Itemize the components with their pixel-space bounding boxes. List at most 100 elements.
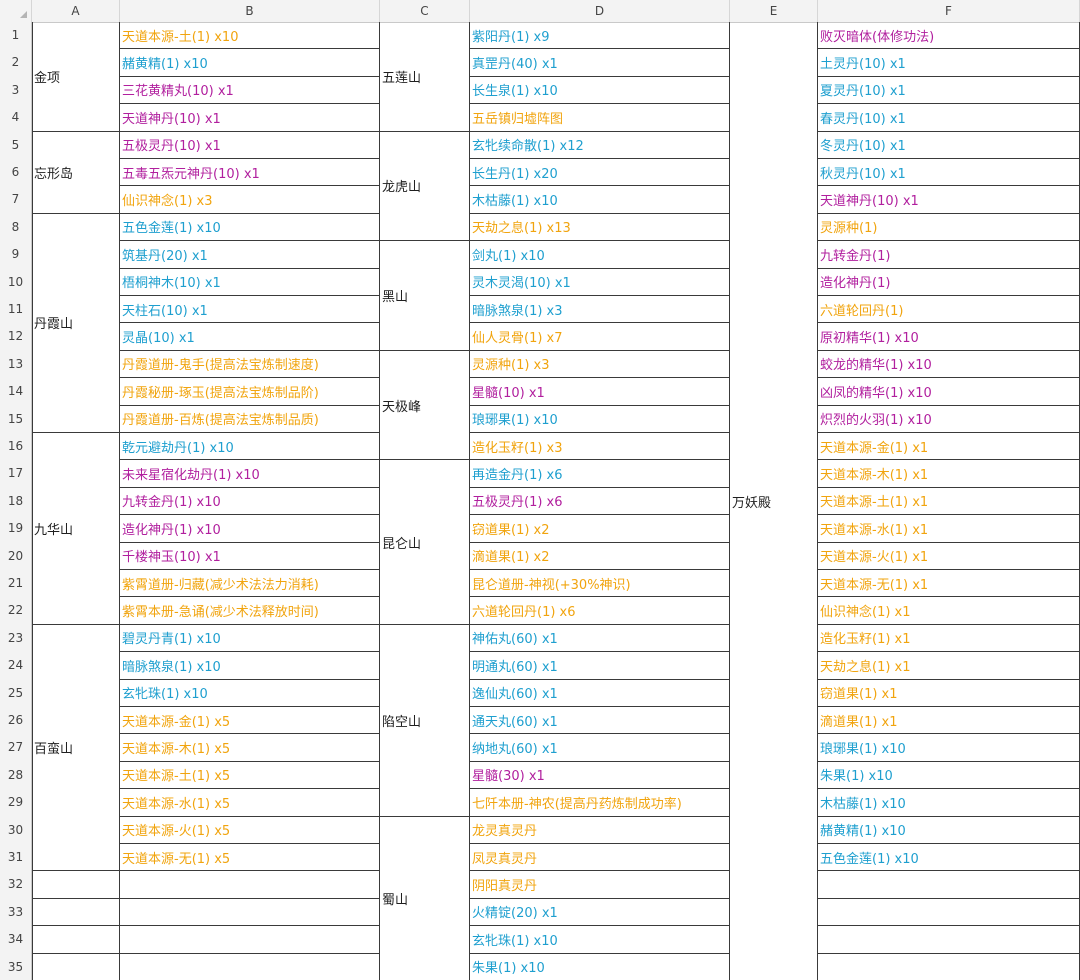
column-header-a[interactable]: A [32,0,120,22]
cell-f7[interactable]: 天道神丹(10) x1 [818,186,1080,214]
cell-f1[interactable]: 败灭暗体(体修功法) [818,22,1080,50]
cell-d10[interactable]: 灵木灵渴(10) x1 [470,268,730,296]
cell-b1[interactable]: 天道本源-土(1) x10 [120,22,380,50]
row-header-4[interactable]: 4 [0,104,32,132]
cell-d7[interactable]: 木枯藤(1) x10 [470,186,730,214]
cell-d3[interactable]: 长生泉(1) x10 [470,76,730,105]
cell-d13[interactable]: 灵源种(1) x3 [470,350,730,379]
cell-f14[interactable]: 凶凤的精华(1) x10 [818,378,1080,406]
cell-d5[interactable]: 玄牝续命散(1) x12 [470,131,730,159]
cell-b2[interactable]: 赭黄精(1) x10 [120,49,380,77]
row-header-22[interactable]: 22 [0,597,32,625]
cell-d9[interactable]: 剑丸(1) x10 [470,241,730,269]
cell-d24[interactable]: 明通丸(60) x1 [470,652,730,680]
cell-b20[interactable]: 千楼神玉(10) x1 [120,542,380,570]
row-header-34[interactable]: 34 [0,926,32,954]
merged-cell-a[interactable]: 丹霞山 [32,213,120,433]
merged-cell-c[interactable]: 昆仑山 [380,460,470,625]
cell-f3[interactable]: 夏灵丹(10) x1 [818,76,1080,105]
cell-b27[interactable]: 天道本源-木(1) x5 [120,734,380,762]
cell-b9[interactable]: 筑基丹(20) x1 [120,241,380,269]
cell-d15[interactable]: 琅琊果(1) x10 [470,405,730,433]
cell-d31[interactable]: 凤灵真灵丹 [470,844,730,872]
cell-b18[interactable]: 九转金丹(1) x10 [120,487,380,516]
cell-b25[interactable]: 玄牝珠(1) x10 [120,679,380,707]
column-header-d[interactable]: D [470,0,730,22]
cell-d11[interactable]: 暗脉煞泉(1) x3 [470,296,730,324]
cell-f12[interactable]: 原初精华(1) x10 [818,323,1080,351]
row-header-35[interactable]: 35 [0,953,32,980]
row-header-2[interactable]: 2 [0,49,32,77]
row-header-14[interactable]: 14 [0,378,32,406]
merged-cell-a[interactable]: 忘形岛 [32,131,120,214]
row-header-32[interactable]: 32 [0,871,32,899]
row-header-12[interactable]: 12 [0,323,32,351]
cell-f26[interactable]: 滴道果(1) x1 [818,707,1080,735]
cell-d2[interactable]: 真罡丹(40) x1 [470,49,730,77]
row-header-23[interactable]: 23 [0,624,32,653]
merged-cell-a[interactable]: 百蛮山 [32,624,120,872]
row-header-10[interactable]: 10 [0,268,32,296]
cell-d28[interactable]: 星髓(30) x1 [470,761,730,790]
row-header-28[interactable]: 28 [0,761,32,790]
row-header-30[interactable]: 30 [0,816,32,844]
row-header-17[interactable]: 17 [0,460,32,488]
column-header-f[interactable]: F [818,0,1080,22]
row-header-20[interactable]: 20 [0,542,32,570]
row-header-29[interactable]: 29 [0,789,32,817]
cell-f2[interactable]: 土灵丹(10) x1 [818,49,1080,77]
row-header-31[interactable]: 31 [0,844,32,872]
cell-f27[interactable]: 琅琊果(1) x10 [818,734,1080,762]
merged-cell-c[interactable]: 黑山 [380,241,470,351]
cell-f30[interactable]: 赭黄精(1) x10 [818,816,1080,844]
cell-f8[interactable]: 灵源种(1) [818,213,1080,242]
cell-f29[interactable]: 木枯藤(1) x10 [818,789,1080,817]
cell-d34[interactable]: 玄牝珠(1) x10 [470,926,730,954]
cell-b10[interactable]: 梧桐神木(10) x1 [120,268,380,296]
cell-a33[interactable] [32,898,120,927]
cell-b14[interactable]: 丹霞秘册-琢玉(提高法宝炼制品阶) [120,378,380,406]
select-all-corner[interactable] [0,0,32,22]
column-header-c[interactable]: C [380,0,470,22]
merged-cell-e[interactable]: 万妖殿 [730,22,818,980]
cell-b8[interactable]: 五色金莲(1) x10 [120,213,380,242]
cell-d27[interactable]: 纳地丸(60) x1 [470,734,730,762]
cell-f9[interactable]: 九转金丹(1) [818,241,1080,269]
row-header-24[interactable]: 24 [0,652,32,680]
cell-f13[interactable]: 蛟龙的精华(1) x10 [818,350,1080,379]
cell-f34[interactable] [818,926,1080,954]
cell-d18[interactable]: 五极灵丹(1) x6 [470,487,730,516]
cell-f20[interactable]: 天道本源-火(1) x1 [818,542,1080,570]
cell-b19[interactable]: 造化神丹(1) x10 [120,515,380,543]
cell-b31[interactable]: 天道本源-无(1) x5 [120,844,380,872]
cell-d12[interactable]: 仙人灵骨(1) x7 [470,323,730,351]
cell-f32[interactable] [818,871,1080,899]
row-header-7[interactable]: 7 [0,186,32,214]
cell-b26[interactable]: 天道本源-金(1) x5 [120,707,380,735]
cell-f6[interactable]: 秋灵丹(10) x1 [818,159,1080,187]
cell-f15[interactable]: 炽烈的火羽(1) x10 [818,405,1080,433]
cell-d8[interactable]: 天劫之息(1) x13 [470,213,730,242]
cell-b32[interactable] [120,871,380,899]
cell-f11[interactable]: 六道轮回丹(1) [818,296,1080,324]
cell-f23[interactable]: 造化玉籽(1) x1 [818,624,1080,653]
column-header-e[interactable]: E [730,0,818,22]
cell-f5[interactable]: 冬灵丹(10) x1 [818,131,1080,159]
cell-b35[interactable] [120,953,380,980]
row-header-11[interactable]: 11 [0,296,32,324]
cell-a32[interactable] [32,871,120,899]
cell-b3[interactable]: 三花黄精丸(10) x1 [120,76,380,105]
row-header-1[interactable]: 1 [0,22,32,50]
row-header-26[interactable]: 26 [0,707,32,735]
cell-b5[interactable]: 五极灵丹(10) x1 [120,131,380,159]
cell-d19[interactable]: 窃道果(1) x2 [470,515,730,543]
row-header-6[interactable]: 6 [0,159,32,187]
cell-f24[interactable]: 天劫之息(1) x1 [818,652,1080,680]
cell-f16[interactable]: 天道本源-金(1) x1 [818,433,1080,461]
cell-d17[interactable]: 再造金丹(1) x6 [470,460,730,488]
cell-d16[interactable]: 造化玉籽(1) x3 [470,433,730,461]
merged-cell-c[interactable]: 天极峰 [380,350,470,461]
merged-cell-c[interactable]: 五莲山 [380,22,470,132]
cell-f22[interactable]: 仙识神念(1) x1 [818,597,1080,625]
cell-a35[interactable] [32,953,120,980]
